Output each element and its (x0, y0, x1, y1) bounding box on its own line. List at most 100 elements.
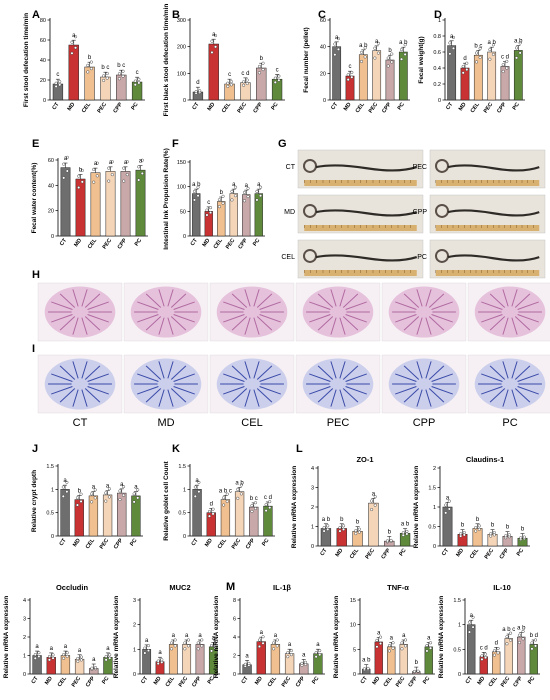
villus (259, 301, 281, 310)
panel-i: I (32, 343, 550, 414)
data-point (243, 662, 247, 666)
data-point (140, 171, 144, 175)
data-point (242, 83, 246, 87)
data-point (70, 51, 74, 55)
intestine-tube (447, 254, 540, 262)
y-tick-label: 40 (40, 58, 46, 64)
histology-image-cpp (381, 282, 467, 342)
significance-label: b (88, 55, 92, 61)
data-point (61, 485, 65, 489)
villus (170, 365, 187, 380)
significance-label: b (521, 527, 525, 533)
data-point (257, 64, 261, 68)
villus (158, 289, 165, 307)
category-label: CT (441, 547, 450, 557)
villus (173, 314, 195, 323)
bar-pec (100, 76, 111, 101)
significance-label: b (506, 525, 510, 531)
significance-label: a (316, 642, 320, 648)
histology-image-pc (467, 282, 550, 342)
significance-label: b d (530, 633, 538, 639)
data-point (375, 645, 379, 649)
significance-label: a (106, 646, 110, 652)
data-point (156, 659, 160, 663)
data-point (376, 41, 380, 45)
data-point (518, 41, 522, 45)
data-point (90, 666, 94, 670)
data-point (534, 638, 538, 642)
villus (428, 293, 445, 308)
villus (330, 289, 337, 307)
data-point (304, 660, 308, 664)
villus (231, 293, 248, 308)
bar-md (68, 44, 79, 101)
data-point (80, 180, 84, 184)
intestine-tube (315, 254, 418, 262)
data-point (448, 52, 452, 56)
data-point (236, 487, 240, 491)
villus (259, 373, 281, 382)
data-point (65, 651, 69, 655)
category-label: CPP (191, 675, 203, 688)
data-point (62, 176, 66, 180)
category-label: PC (422, 676, 431, 686)
category-label: CEL (488, 675, 500, 688)
category-label: MD (204, 538, 214, 548)
chart-a: A 0 20 40 60 80 First stool defecation time/mi… (23, 9, 145, 114)
significance-label: a (198, 633, 202, 639)
data-point (357, 527, 361, 531)
villus (256, 316, 273, 331)
data-point (210, 50, 214, 54)
chart-c: C 0 20 40 60 Fecal number (pellet) a CT c MD a b CE… (303, 9, 410, 114)
y-tick-label: 10 (350, 623, 356, 629)
data-point (387, 649, 391, 653)
y-tick-label: 80 (40, 18, 46, 24)
category-label: PC (270, 102, 279, 112)
y-tick-label: 0 (458, 672, 461, 678)
data-point (379, 642, 383, 646)
intestine-coil (303, 158, 317, 173)
significance-label: a b (235, 480, 244, 486)
histology-image-ct (37, 282, 123, 342)
chart-title: Claudins-1 (466, 455, 504, 464)
bar-cpp (116, 74, 127, 101)
panel-letter: C (318, 9, 326, 21)
significance-label: b (78, 488, 82, 494)
villus (87, 314, 109, 323)
data-point (75, 496, 79, 500)
villus (173, 373, 195, 382)
data-point (193, 485, 197, 489)
data-point (264, 503, 268, 507)
villus (137, 301, 159, 310)
bar-pec (368, 502, 379, 547)
y-axis-label: Relative mRNA expression (213, 596, 220, 679)
data-point (389, 538, 393, 542)
category-label: PEC (102, 238, 113, 251)
data-point (492, 649, 496, 653)
histology-group-labels: CT MD CEL PEC CPP PC (73, 417, 518, 429)
significance-label: a (94, 161, 98, 167)
data-point (390, 60, 394, 64)
significance-label: a (245, 653, 249, 659)
data-point (474, 526, 478, 530)
y-tick-label: 0.4 (433, 66, 441, 72)
data-point (447, 499, 451, 503)
data-point (140, 158, 144, 162)
villus (51, 386, 73, 395)
group-label-cpp: CPP (413, 417, 436, 429)
data-point (239, 492, 243, 496)
villus (481, 301, 503, 310)
category-label: CT (59, 237, 68, 247)
villus (502, 317, 509, 335)
y-tick-label: 1 (183, 487, 186, 493)
data-point (37, 651, 41, 655)
category-label: PC (516, 548, 525, 558)
tissue-section (302, 358, 374, 410)
villus (167, 361, 174, 379)
category-label: PEC (368, 102, 379, 115)
data-point (146, 649, 150, 653)
category-label: CEL (57, 675, 69, 688)
data-point (363, 46, 367, 50)
